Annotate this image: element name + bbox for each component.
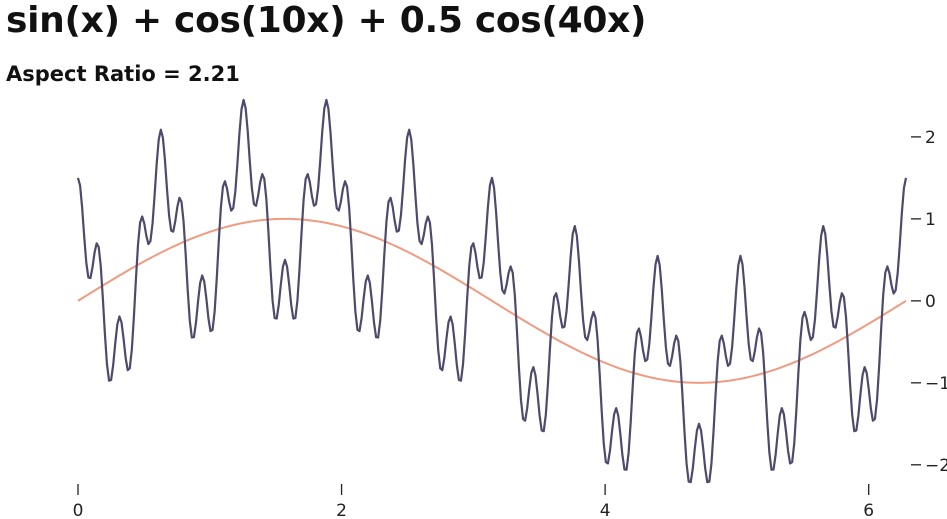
y-tick-label: −2 bbox=[925, 456, 947, 476]
y-axis: 2 1 0 −1 −2 bbox=[911, 128, 947, 476]
x-tick-label: 4 bbox=[600, 501, 611, 519]
chart-subtitle: Aspect Ratio = 2.21 bbox=[6, 62, 240, 86]
x-tick-label: 2 bbox=[336, 501, 347, 519]
chart-title: sin(x) + cos(10x) + 0.5 cos(40x) bbox=[6, 0, 647, 41]
y-tick-label: −1 bbox=[925, 374, 947, 394]
x-tick-label: 6 bbox=[863, 501, 874, 519]
y-tick-label: 0 bbox=[925, 292, 936, 312]
series-layer bbox=[76, 98, 908, 484]
x-axis: 0 2 4 6 bbox=[73, 484, 874, 519]
y-tick-label: 1 bbox=[925, 210, 936, 230]
series-line-sine bbox=[77, 217, 907, 384]
series-line-main bbox=[76, 98, 908, 484]
x-tick-label: 0 bbox=[73, 501, 84, 519]
y-tick-label: 2 bbox=[925, 128, 936, 148]
